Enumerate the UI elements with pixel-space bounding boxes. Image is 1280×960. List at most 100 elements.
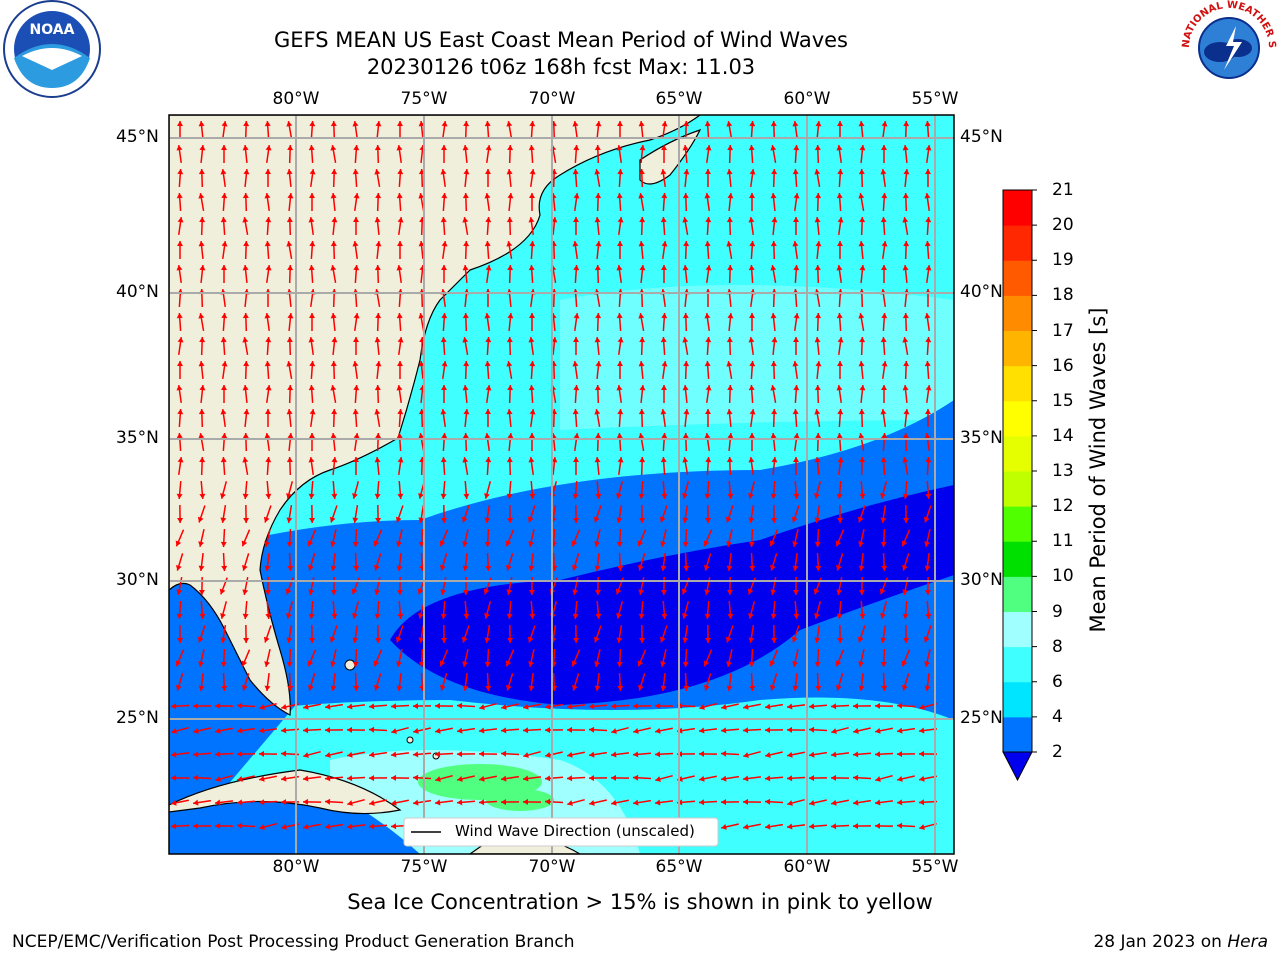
wind-wave-arrowhead [897,702,903,709]
wind-wave-arrowhead [726,337,733,343]
wind-wave-arrowhead [281,703,287,710]
wind-wave-arrowhead [309,313,315,318]
wind-wave-arrowhead [594,409,601,415]
wind-wave-arrowhead [440,217,447,223]
wind-wave-arrowhead [528,265,535,271]
wind-wave-arrowhead [529,121,536,127]
wind-wave-arrowhead [397,409,404,415]
wind-wave-arrowhead [523,727,529,734]
wind-wave-arrowhead [703,564,710,571]
wind-wave-arrowhead [837,409,844,415]
wind-wave-arrowhead [176,613,183,619]
wind-wave-arrowhead [611,728,617,734]
wind-wave-arrowhead [902,265,909,271]
wind-wave-arrowhead [369,823,375,830]
wind-wave-arrowhead [507,385,514,391]
wind-wave-arrowhead [857,516,864,523]
lat-label-left: 25°N [116,708,159,728]
wind-wave-arrowhead [638,589,645,595]
wind-wave-arrowhead [462,685,469,691]
wind-wave-arrowhead [237,799,243,806]
wind-wave-arrowhead [831,799,837,806]
wind-wave-arrowhead [259,799,265,806]
wind-wave-arrowhead [352,541,359,547]
wind-wave-arrowhead [660,337,667,343]
wind-wave-arrowhead [440,169,447,175]
wind-wave-arrowhead [815,121,822,127]
wind-wave-arrowhead [529,613,536,619]
wind-wave-arrowhead [836,493,843,499]
wind-wave-arrowhead [462,433,469,439]
wind-wave-arrowhead [396,265,403,271]
wind-wave-arrowhead [528,589,535,595]
wind-wave-arrowhead [242,385,249,391]
lat-label-left: 35°N [116,428,159,448]
wind-wave-arrowhead [527,636,534,643]
colorbar-tick-label: 9 [1052,601,1063,622]
wind-wave-arrowhead [177,517,184,523]
wind-wave-arrowhead [391,728,397,734]
wind-wave-arrowhead [683,685,690,691]
wind-wave-arrowhead [705,265,712,271]
wind-wave-arrowhead [814,661,821,667]
wind-wave-arrowhead [352,613,358,619]
wind-wave-arrowhead [809,775,815,782]
wind-wave-arrowhead [506,589,513,595]
wind-wave-arrowhead [660,409,667,415]
wind-wave-arrowhead [308,457,315,463]
wind-wave-arrowhead [199,145,206,151]
wind-wave-arrowhead [726,589,733,595]
wind-wave-arrowhead [881,565,888,571]
wind-wave-arrowhead [241,660,248,667]
wind-wave-arrowhead [265,265,272,271]
wind-wave-arrowhead [793,433,800,439]
wind-wave-arrowhead [748,541,755,547]
wind-wave-arrowhead [831,728,837,734]
wind-wave-arrowhead [237,702,243,709]
wind-wave-arrowhead [264,685,271,691]
wind-wave-arrowhead [529,433,535,438]
wind-wave-arrowhead [479,727,485,734]
sea-ice-note: Sea Ice Concentration > 15% is shown in … [347,890,933,914]
wind-wave-arrowhead [919,799,925,806]
wind-wave-arrowhead [221,313,228,319]
wind-wave-arrowhead [418,433,425,439]
wind-wave-arrowhead [682,385,689,391]
colorbar-tick-label: 19 [1052,250,1074,271]
wind-wave-arrowhead [573,313,580,319]
wind-wave-arrowhead [837,457,844,463]
wind-wave-arrowhead [331,169,338,175]
wind-wave-arrowhead [611,751,617,758]
wind-wave-arrowhead [836,313,843,319]
colorbar-tick-label: 11 [1052,531,1074,552]
wind-wave-arrowhead [682,637,689,643]
wind-wave-arrowhead [308,337,315,343]
wind-wave-arrowhead [748,337,755,343]
wind-wave-arrowhead [242,217,249,223]
wind-wave-arrowhead [793,385,800,391]
wind-wave-arrowhead [727,145,734,151]
wind-wave-arrowhead [617,457,624,463]
wind-wave-arrowhead [637,660,644,667]
wind-wave-arrowhead [545,703,551,710]
colorbar-tick-label: 12 [1052,496,1074,517]
wind-wave-arrowhead [617,241,623,246]
wind-wave-arrowhead [809,823,815,830]
wind-wave-arrowhead [901,564,908,571]
wind-wave-arrowhead [617,337,624,343]
wind-wave-arrowhead [924,565,931,571]
wind-wave-arrowhead [441,517,448,523]
wind-wave-arrowhead [308,613,315,619]
colorbar-segment [1003,716,1032,753]
wind-wave-arrowhead [924,241,931,247]
wind-wave-arrowhead [461,636,468,643]
wind-wave-arrowhead [699,750,705,757]
colorbar-segment [1003,681,1032,718]
wind-wave-arrowhead [435,799,441,806]
wind-wave-arrowhead [616,517,623,523]
wind-wave-arrowhead [353,685,360,691]
wind-wave-arrowhead [903,361,910,367]
wind-wave-arrowhead [639,265,646,271]
wind-wave-arrowhead [814,613,820,619]
wind-wave-arrowhead [215,751,221,758]
